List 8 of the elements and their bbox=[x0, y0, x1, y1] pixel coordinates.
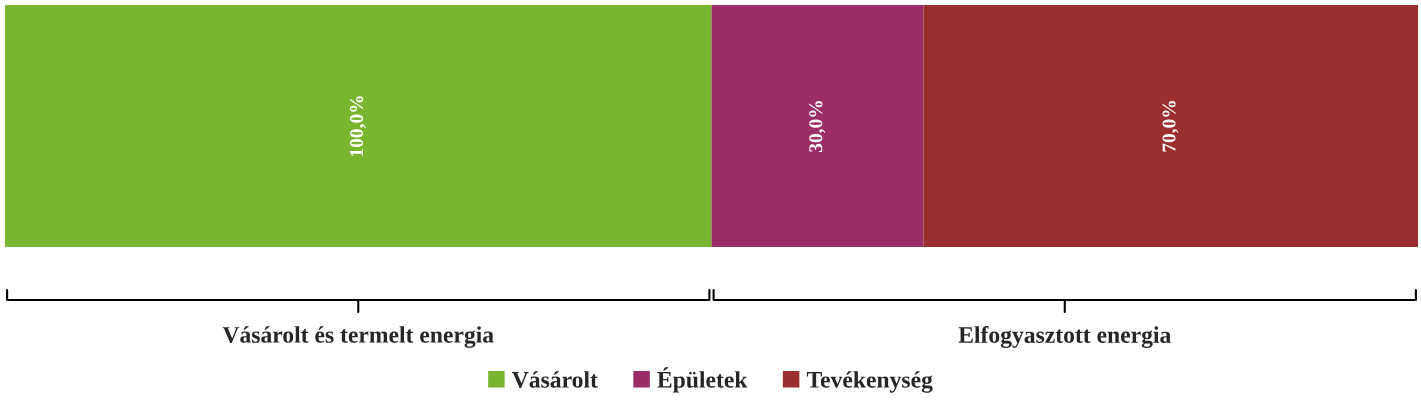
data-label: 100,0% bbox=[350, 96, 366, 157]
data-label: 30,0% bbox=[809, 101, 826, 152]
data-label: 70,0% bbox=[1162, 101, 1179, 152]
legend-label: Tevékenység bbox=[806, 371, 933, 393]
legend-label: Vásárolt bbox=[512, 371, 598, 388]
text: Vásárolt és termelt energia bbox=[222, 326, 494, 348]
text: Elfogyasztott energia bbox=[958, 326, 1171, 348]
legend-label: Épületek bbox=[657, 367, 748, 393]
